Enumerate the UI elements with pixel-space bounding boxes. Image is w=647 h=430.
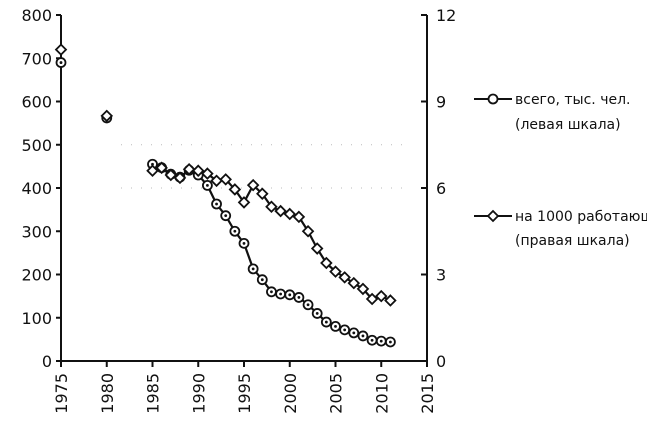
data-point-circle-center [352, 331, 356, 335]
x-tick-label: 2015 [418, 373, 437, 414]
right-tick-label: 12 [436, 6, 456, 25]
x-tick-label: 2010 [372, 373, 391, 414]
data-point-diamond [54, 43, 68, 56]
data-point-diamond [182, 162, 196, 176]
legend-label-total: всего, тыс. чел. [515, 92, 630, 108]
data-point-diamond [329, 265, 342, 278]
data-point-diamond [292, 210, 306, 224]
data-point-circle-center [224, 214, 228, 218]
axes [60, 15, 428, 362]
legend-item-per-1000: на 1000 работающих (правая шкала) [474, 209, 647, 249]
data-point-diamond [347, 276, 361, 290]
left-tick-label: 800 [21, 6, 52, 25]
data-point-circle-center [215, 202, 218, 206]
right-tick-label: 0 [436, 352, 446, 371]
tick-marks: 0 100 200 300 400 500 600 700 800 0 3 6 9 12 1975 1980 1… [21, 6, 456, 414]
right-tick-label: 3 [436, 266, 446, 285]
data-point-circle-center [315, 312, 319, 315]
x-tick-label: 2005 [327, 373, 346, 414]
data-point-circle-center [251, 267, 255, 271]
left-tick-label: 300 [21, 222, 52, 241]
left-tick-label: 500 [21, 136, 52, 155]
x-tick-label: 1975 [52, 373, 71, 414]
legend-sublabel-total: (левая шкала) [515, 117, 621, 133]
data-point-circle-center [334, 325, 337, 328]
data-point-diamond [164, 168, 178, 182]
data-point-circle-center [59, 61, 63, 64]
x-tick-label: 1980 [98, 373, 117, 414]
legend-label-per-1000: на 1000 работающих [515, 209, 647, 225]
data-point-diamond [155, 161, 168, 175]
x-tick-label: 1995 [235, 373, 254, 414]
data-point-diamond [320, 256, 333, 270]
data-point-circle-center [324, 320, 328, 324]
left-tick-label: 600 [21, 93, 52, 112]
data-point-diamond [310, 242, 324, 255]
data-point-circle-center [206, 184, 209, 187]
data-point-diamond [256, 187, 269, 201]
data-point-circle-center [297, 296, 301, 299]
data-point-diamond [173, 171, 187, 185]
data-point-diamond [201, 167, 214, 180]
data-point-circle-center [343, 328, 347, 332]
data-point-diamond [338, 271, 351, 284]
right-tick-label: 6 [436, 179, 446, 198]
data-point-circle-center [379, 339, 383, 343]
legend-circle-marker-icon [487, 93, 499, 105]
right-tick-label: 9 [436, 93, 446, 112]
data-point-diamond [356, 282, 370, 296]
data-point-diamond [301, 224, 315, 238]
data-point-circle-center [389, 340, 392, 344]
legend-item-total: всего, тыс. чел. (левая шкала) [474, 92, 630, 133]
data-point-diamond [146, 164, 159, 177]
data-point-diamond [228, 183, 242, 196]
data-point-circle-center [361, 334, 365, 338]
legend-diamond-marker-icon [486, 209, 500, 223]
data-point-circle-center [288, 293, 292, 297]
data-point-circle-center [260, 278, 264, 282]
data-point-diamond [237, 196, 251, 209]
data-point-diamond [191, 164, 205, 177]
data-point-diamond [283, 207, 297, 221]
data-point-circle-center [270, 290, 273, 294]
data-point-circle-center [242, 241, 246, 245]
data-point-circle-center [151, 162, 154, 166]
data-point-diamond [374, 289, 388, 303]
left-tick-label: 700 [21, 49, 52, 68]
data-point-diamond [100, 109, 114, 123]
data-point-circle-center [370, 338, 374, 342]
left-tick-label: 400 [21, 179, 52, 198]
legend-sublabel-per-1000: (правая шкала) [515, 233, 630, 249]
data-point-diamond [384, 294, 397, 307]
left-tick-label: 0 [42, 352, 52, 371]
left-tick-label: 100 [21, 309, 52, 328]
data-point-diamond [219, 173, 232, 186]
series [54, 43, 397, 348]
x-tick-label: 1985 [144, 373, 163, 414]
data-point-diamond [274, 204, 287, 218]
data-point-circle-center [233, 229, 237, 233]
legend: всего, тыс. чел. (левая шкала) на 1000 р… [474, 92, 647, 249]
series-line-0 [152, 163, 391, 344]
x-tick-label: 2000 [281, 373, 300, 414]
data-point-diamond [365, 292, 379, 306]
data-point-circle-center [279, 292, 282, 296]
data-point-circle-center [306, 303, 310, 307]
data-point-diamond [246, 178, 260, 192]
x-tick-label: 1990 [189, 373, 208, 414]
left-tick-label: 200 [21, 266, 52, 285]
data-point-diamond [265, 200, 278, 214]
